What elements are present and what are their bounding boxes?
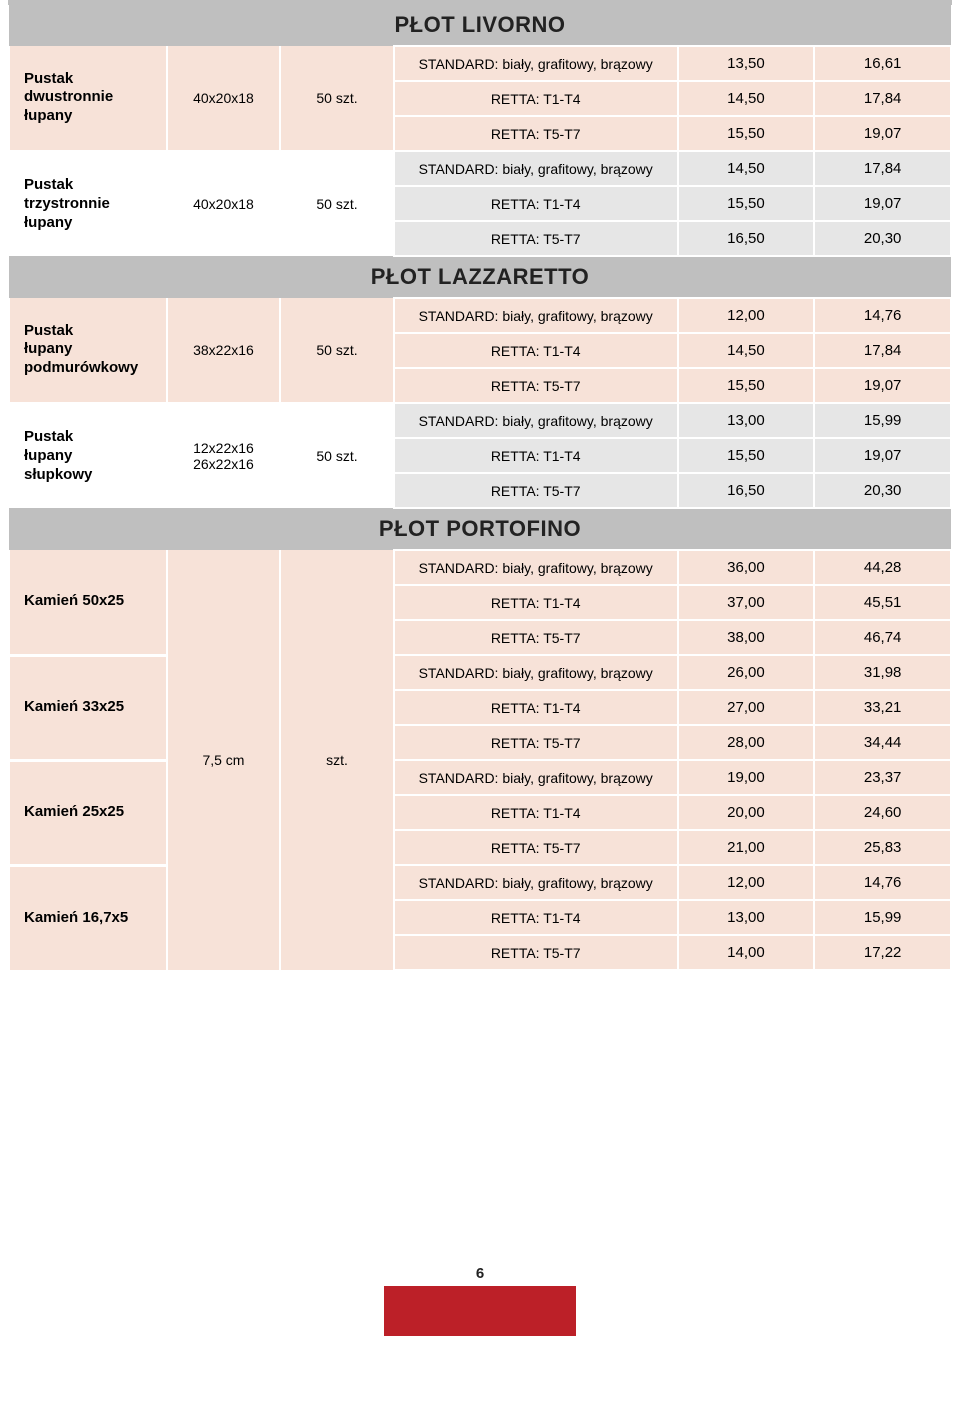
price-2: 34,44: [814, 725, 951, 760]
variant-label: RETTA: T1-T4: [394, 795, 678, 830]
section-title: PŁOT LAZZARETTO: [9, 256, 951, 298]
variant-label: STANDARD: biały, grafitowy, brązowy: [394, 550, 678, 585]
price-1: 13,00: [678, 403, 815, 438]
variant-label: STANDARD: biały, grafitowy, brązowy: [394, 865, 678, 900]
variant-label: RETTA: T5-T7: [394, 368, 678, 403]
variant-label: RETTA: T1-T4: [394, 900, 678, 935]
price-1: 14,50: [678, 151, 815, 186]
price-1: 16,50: [678, 473, 815, 508]
price-2: 25,83: [814, 830, 951, 865]
price-2: 15,99: [814, 900, 951, 935]
price-2: 14,76: [814, 298, 951, 333]
price-1: 37,00: [678, 585, 815, 620]
variant-label: RETTA: T5-T7: [394, 620, 678, 655]
price-2: 17,84: [814, 81, 951, 116]
price-2: 33,21: [814, 690, 951, 725]
product-unit: szt.: [280, 550, 394, 970]
variant-label: RETTA: T5-T7: [394, 473, 678, 508]
price-1: 15,50: [678, 116, 815, 151]
price-1: 15,50: [678, 368, 815, 403]
price-1: 19,00: [678, 760, 815, 795]
price-1: 21,00: [678, 830, 815, 865]
variant-label: STANDARD: biały, grafitowy, brązowy: [394, 151, 678, 186]
product-unit: 50 szt.: [280, 403, 394, 508]
price-1: 38,00: [678, 620, 815, 655]
price-2: 45,51: [814, 585, 951, 620]
price-2: 15,99: [814, 403, 951, 438]
price-1: 15,50: [678, 186, 815, 221]
product-dimension: 40x20x18: [167, 151, 281, 256]
variant-label: RETTA: T5-T7: [394, 116, 678, 151]
price-2: 24,60: [814, 795, 951, 830]
variant-label: RETTA: T5-T7: [394, 221, 678, 256]
price-2: 17,22: [814, 935, 951, 970]
price-1: 27,00: [678, 690, 815, 725]
product-name: Kamień 50x25: [9, 550, 167, 655]
price-2: 19,07: [814, 438, 951, 473]
price-1: 12,00: [678, 865, 815, 900]
section-title: PŁOT PORTOFINO: [9, 508, 951, 550]
product-name: Pustaktrzystronniełupany: [9, 151, 167, 256]
price-2: 46,74: [814, 620, 951, 655]
footer-red-bar: [384, 1286, 576, 1336]
variant-label: RETTA: T1-T4: [394, 438, 678, 473]
variant-label: STANDARD: biały, grafitowy, brązowy: [394, 298, 678, 333]
price-1: 14,00: [678, 935, 815, 970]
variant-label: STANDARD: biały, grafitowy, brązowy: [394, 403, 678, 438]
price-2: 20,30: [814, 473, 951, 508]
price-2: 20,30: [814, 221, 951, 256]
variant-label: RETTA: T1-T4: [394, 186, 678, 221]
price-1: 12,00: [678, 298, 815, 333]
product-name: Kamień 16,7x5: [9, 865, 167, 970]
variant-label: RETTA: T1-T4: [394, 81, 678, 116]
variant-label: RETTA: T1-T4: [394, 585, 678, 620]
price-2: 16,61: [814, 46, 951, 81]
price-2: 31,98: [814, 655, 951, 690]
product-unit: 50 szt.: [280, 298, 394, 403]
price-2: 44,28: [814, 550, 951, 585]
product-name: Kamień 33x25: [9, 655, 167, 760]
variant-label: RETTA: T1-T4: [394, 690, 678, 725]
product-dimension: 38x22x16: [167, 298, 281, 403]
product-name: Pustakłupanysłupkowy: [9, 403, 167, 508]
variant-label: STANDARD: biały, grafitowy, brązowy: [394, 760, 678, 795]
price-table: PŁOT LIVORNOPustakdwustronniełupany40x20…: [8, 5, 952, 971]
variant-label: RETTA: T5-T7: [394, 725, 678, 760]
product-unit: 50 szt.: [280, 46, 394, 151]
price-1: 14,50: [678, 333, 815, 368]
price-1: 36,00: [678, 550, 815, 585]
price-1: 20,00: [678, 795, 815, 830]
price-1: 14,50: [678, 81, 815, 116]
price-2: 19,07: [814, 368, 951, 403]
product-dimension: 7,5 cm: [167, 550, 281, 970]
variant-label: RETTA: T5-T7: [394, 830, 678, 865]
price-1: 13,50: [678, 46, 815, 81]
variant-label: RETTA: T5-T7: [394, 935, 678, 970]
price-2: 17,84: [814, 151, 951, 186]
variant-label: STANDARD: biały, grafitowy, brązowy: [394, 655, 678, 690]
price-1: 28,00: [678, 725, 815, 760]
section-title: PŁOT LIVORNO: [9, 5, 951, 46]
price-2: 19,07: [814, 186, 951, 221]
product-name: Pustakdwustronniełupany: [9, 46, 167, 151]
product-name: Kamień 25x25: [9, 760, 167, 865]
price-2: 19,07: [814, 116, 951, 151]
product-dimension: 12x22x1626x22x16: [167, 403, 281, 508]
variant-label: STANDARD: biały, grafitowy, brązowy: [394, 46, 678, 81]
product-unit: 50 szt.: [280, 151, 394, 256]
price-1: 13,00: [678, 900, 815, 935]
price-2: 23,37: [814, 760, 951, 795]
product-dimension: 40x20x18: [167, 46, 281, 151]
variant-label: RETTA: T1-T4: [394, 333, 678, 368]
price-1: 26,00: [678, 655, 815, 690]
price-table-container: PŁOT LIVORNOPustakdwustronniełupany40x20…: [0, 5, 960, 971]
price-1: 16,50: [678, 221, 815, 256]
price-2: 14,76: [814, 865, 951, 900]
price-2: 17,84: [814, 333, 951, 368]
page-number: 6: [0, 1265, 960, 1282]
price-1: 15,50: [678, 438, 815, 473]
product-name: Pustakłupanypodmurówkowy: [9, 298, 167, 403]
